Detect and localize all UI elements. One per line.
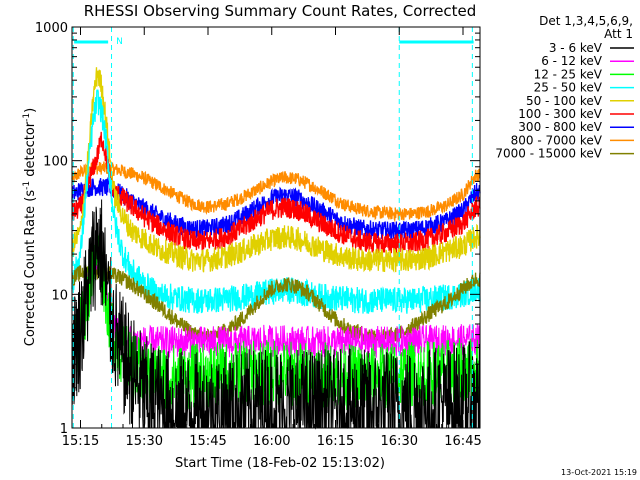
x-tick-label: 16:00 [253,434,290,449]
series-7000-15000-kev [71,264,481,345]
y-axis-label-part-1: Corrected Count Rate (s [23,190,38,347]
legend-label-3-6-kev: 3 - 6 keV [549,41,603,55]
series-line-100-300-kev [71,131,481,256]
plot-frame [71,26,481,429]
series-line-800-7000-kev [71,161,481,223]
y-axis-label-part-3: ) [23,108,38,113]
footer-date: 13-Oct-2021 15:19 [561,468,637,477]
y-tick-label: 1 [60,422,68,437]
legend-label-800-7000-kev: 800 - 7000 keV [511,133,603,147]
legend-label-100-300-kev: 100 - 300 keV [518,107,602,121]
series-25-50-kev [71,89,481,314]
legend-label-300-800-kev: 300 - 800 keV [518,120,602,134]
legend-label-50-100-kev: 50 - 100 keV [526,94,603,108]
x-tick-label: 16:45 [444,434,481,449]
series-50-100-kev [71,67,481,273]
y-axis-label-sup-2: -1 [22,113,32,122]
legend-label-12-25-kev: 12 - 25 keV [534,67,603,81]
y-tick-label: 1000 [35,21,68,36]
x-tick-label: 16:15 [317,434,354,449]
x-tick-label: 15:45 [189,434,226,449]
series-line-25-50-kev [71,89,481,314]
series-100-300-kev [71,131,481,256]
y-axis-label-part-2: detector [23,121,38,181]
x-tick-label: 15:15 [62,434,99,449]
attenuator-n-label: N [116,37,123,47]
legend-label-25-50-kev: 25 - 50 keV [534,81,603,95]
legend-header-detectors: Det 1,3,4,5,6,9, [539,14,633,28]
chart-title: RHESSI Observing Summary Count Rates, Co… [84,2,477,20]
x-axis: 15:15 15:30 15:45 16:00 16:15 16:30 16:45 [62,27,482,449]
y-tick-label: 10 [51,288,68,303]
series-layer [71,67,481,430]
legend-label-6-12-kev: 6 - 12 keV [541,54,603,68]
series-800-7000-kev [71,161,481,223]
y-axis: 1 10 100 1000 [35,21,480,437]
annotation-layer: N [72,27,474,428]
x-axis-label: Start Time (18-Feb-02 15:13:02) [175,456,385,471]
x-tick-label: 15:30 [126,434,163,449]
y-axis-label-sup-1: -1 [22,181,32,190]
y-axis-label: Corrected Count Rate (s-1 detector-1) [22,108,38,346]
series-line-7000-15000-kev [71,264,481,345]
y-tick-label: 100 [43,155,68,170]
x-tick-label: 16:30 [381,434,418,449]
legend-label-7000-15000-kev: 7000 - 15000 keV [495,147,602,161]
legend-header-attenuator: Att 1 [604,27,633,41]
series-line-50-100-kev [71,67,481,273]
